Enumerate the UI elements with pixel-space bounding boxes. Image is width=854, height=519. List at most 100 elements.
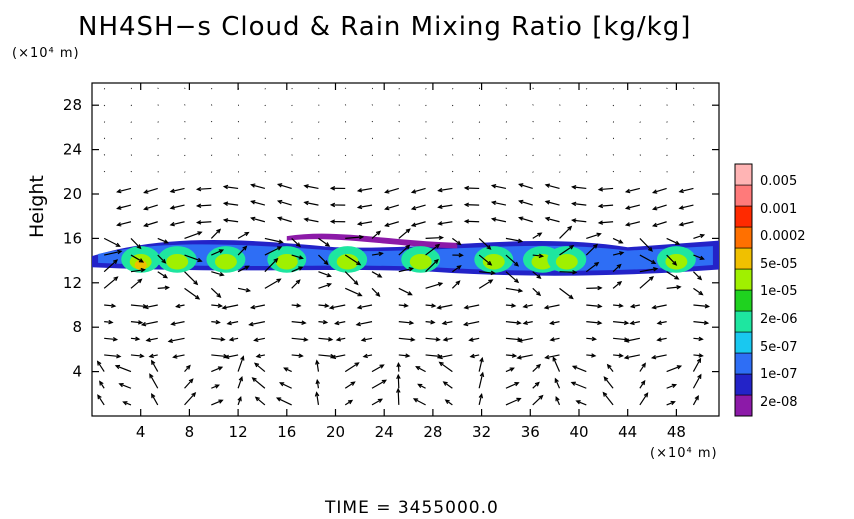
wind-arrowhead-150: [276, 199, 283, 205]
wind-vector-44: [157, 286, 169, 289]
wind-vector-428: [653, 221, 667, 227]
wind-vector-164: [318, 283, 331, 289]
x-tick-label-2: 12: [229, 423, 248, 441]
wind-vector-69: [170, 204, 185, 209]
wind-arrowhead-191: [329, 186, 336, 191]
wind-vector-324: [532, 287, 541, 296]
wind-arrowhead-100: [240, 355, 245, 361]
wind-vector-433: [666, 138, 668, 140]
wind-vector-247: [425, 236, 443, 239]
wind-vector-310: [492, 184, 507, 190]
wind-vector-329: [519, 200, 533, 206]
wind-arrowhead-163: [322, 319, 329, 325]
wind-arrowhead-307: [513, 261, 520, 267]
wind-vector-370: [572, 186, 587, 190]
wind-vector-410: [626, 187, 641, 193]
wind-vector-215: [371, 104, 374, 106]
wind-arrowhead-84: [217, 303, 224, 308]
wind-arrowhead-325: [536, 291, 542, 297]
colorbar-swatch-0: [734, 394, 753, 417]
wind-arrowhead-385: [617, 280, 623, 286]
wind-arrowhead-109: [222, 218, 229, 223]
x-tick-label-3: 16: [277, 423, 296, 441]
wind-vector-102: [227, 321, 239, 325]
wind-vector-31: [130, 170, 132, 173]
wind-arrowhead-20: [114, 364, 121, 370]
wind-arrowhead-164: [324, 303, 330, 308]
wind-vector-264: [451, 280, 460, 289]
wind-vector-85: [211, 271, 224, 276]
wind-vector-28: [117, 221, 132, 226]
wind-arrowhead-340: [552, 356, 557, 362]
wind-arrowhead-380: [606, 363, 612, 369]
wind-arrowhead-445: [698, 290, 704, 296]
wind-vector-123: [251, 304, 266, 309]
wind-arrowhead-246: [433, 258, 439, 264]
wind-vector-395: [612, 104, 615, 107]
wind-arrowhead-47: [161, 258, 167, 264]
wind-vector-38: [149, 374, 159, 389]
wind-arrowhead-351: [544, 183, 551, 188]
wind-vector-439: [692, 358, 701, 372]
wind-arrowhead-51: [143, 189, 149, 194]
wind-arrowhead-190: [329, 202, 336, 208]
wind-vector-294: [478, 121, 481, 123]
wind-arrowhead-223: [408, 320, 415, 325]
wind-vector-87: [210, 229, 221, 239]
wind-vector-43: [144, 304, 158, 309]
wind-arrowhead-105: [245, 287, 252, 293]
wind-arrowhead-11: [115, 242, 121, 247]
wind-arrowhead-338: [555, 396, 560, 402]
wind-vector-77: [211, 399, 223, 406]
wind-vector-56: [157, 87, 159, 89]
wind-vector-218: [397, 375, 400, 389]
wind-arrowhead-259: [442, 381, 448, 386]
wind-vector-228: [385, 221, 399, 227]
wind-arrowhead-106: [244, 265, 250, 270]
wind-vector-397: [639, 393, 649, 406]
wind-vector-41: [146, 337, 158, 342]
wind-vector-284: [478, 279, 493, 289]
wind-vector-4: [104, 337, 117, 341]
wind-vector-335: [532, 104, 534, 106]
wind-vector-98: [237, 377, 243, 389]
wind-arrowhead-347: [569, 244, 575, 250]
wind-arrowhead-251: [410, 189, 417, 194]
wind-arrowhead-411: [624, 188, 631, 194]
x-tick-label-4: 20: [326, 423, 345, 441]
wind-arrowhead-430: [651, 206, 658, 211]
wind-arrowhead-60: [185, 364, 191, 370]
wind-vector-263: [437, 304, 453, 309]
wind-vector-331: [532, 171, 534, 173]
wind-vector-404: [639, 276, 654, 289]
wind-vector-222: [398, 321, 413, 324]
wind-arrowhead-367: [593, 243, 599, 249]
wind-vector-421: [657, 337, 667, 341]
wind-arrowhead-224: [403, 303, 409, 308]
wind-arrowhead-350: [544, 200, 551, 205]
wind-arrowhead-162: [327, 337, 334, 342]
wind-arrowhead-243: [430, 319, 436, 325]
wind-vector-230: [385, 187, 399, 193]
wind-arrowhead-170: [303, 200, 309, 206]
wind-vector-147: [291, 237, 301, 247]
wind-arrowhead-321: [516, 355, 522, 360]
wind-vector-344: [559, 287, 574, 299]
wind-vector-154: [291, 121, 293, 123]
wind-arrowhead-291: [463, 185, 470, 191]
wind-vector-245: [425, 259, 439, 273]
wind-arrowhead-444: [704, 303, 711, 309]
wind-vector-368: [572, 219, 587, 223]
wind-arrowhead-399: [640, 379, 646, 386]
wind-vector-237: [413, 398, 426, 406]
wind-vector-330: [519, 183, 533, 190]
wind-arrowhead-365: [597, 285, 603, 291]
wind-arrowhead-447: [699, 255, 705, 260]
time-footer: TIME = 3455000.0: [325, 498, 499, 518]
wind-vector-229: [385, 204, 399, 210]
wind-arrowhead-426: [674, 275, 680, 280]
wind-arrowhead-210: [356, 204, 363, 210]
wind-vector-88: [197, 221, 212, 224]
wind-vector-438: [692, 374, 702, 389]
wind-vector-63: [176, 304, 185, 308]
